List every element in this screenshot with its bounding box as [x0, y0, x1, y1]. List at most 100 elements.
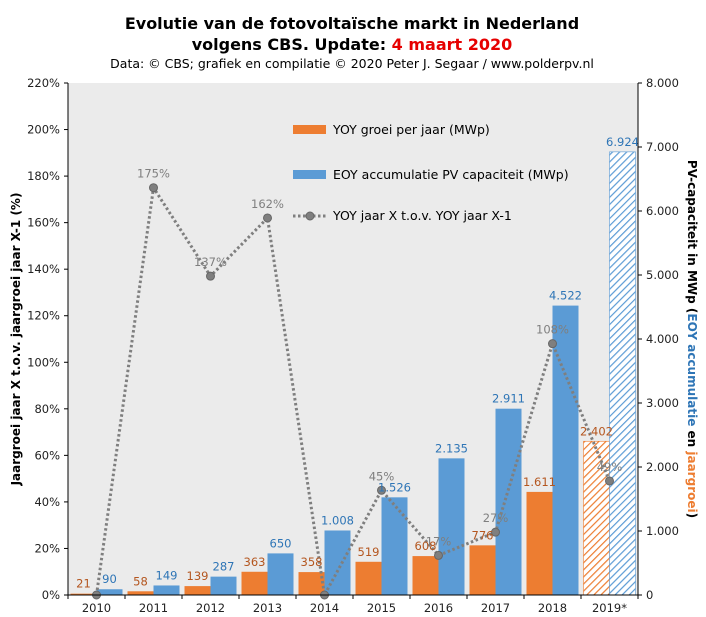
line-layer: 175% 137% 162% 45% 17% 27% 108% 49% [92, 167, 622, 600]
label-eoy-accumulatie-2018: 4.522 [549, 289, 582, 303]
bar-eoy-accumulatie-2015 [381, 497, 408, 595]
point-yoy-ratio-2011 [149, 183, 158, 193]
chart-subtitle: Data: © CBS; grafiek en compilatie © 202… [110, 56, 594, 71]
label-yoy-ratio-2015: 45% [369, 469, 395, 483]
left-tick-label: 100% [27, 355, 60, 369]
label-yoy-groei-2013: 363 [244, 555, 266, 569]
left-tick-label: 120% [27, 309, 60, 323]
right-axis-title: PV-capaciteit in MWp (EOY accumulatie en… [685, 160, 699, 518]
left-tick-label: 20% [34, 541, 60, 555]
bar-eoy-accumulatie-2010 [96, 589, 123, 595]
left-tick-label: 160% [27, 216, 60, 230]
left-tick-label: 140% [27, 262, 60, 276]
label-eoy-accumulatie-2016: 2.135 [435, 441, 468, 455]
bar-yoy-groei-2013 [241, 571, 268, 595]
point-yoy-ratio-2012 [206, 271, 215, 281]
data-labels-layer: 21 90 58 149 139 287 363 650 358 1.008 519 1.526 608… [76, 135, 639, 591]
label-yoy-groei-2015: 519 [358, 545, 380, 559]
chart-title-line1: Evolutie van de fotovoltaïsche markt in … [125, 14, 579, 33]
right-axis-title-end: ) [685, 513, 699, 518]
x-tick-label-2018: 2018 [538, 601, 567, 615]
chart-title-line2-prefix: volgens CBS. Update: [192, 35, 392, 54]
label-eoy-accumulatie-2011: 149 [156, 568, 178, 582]
right-axis-title-part1: PV-capaciteit in MWp ( [685, 160, 699, 313]
bar-yoy-groei-2015 [355, 561, 382, 595]
x-tick-label-2012: 2012 [196, 601, 225, 615]
right-axis-title-en: en [685, 426, 699, 451]
bar-eoy-accumulatie-2019* [609, 151, 636, 596]
bar-eoy-accumulatie-2014 [324, 530, 351, 595]
right-tick-label: 2.000 [646, 460, 679, 474]
legend-line-marker [305, 211, 315, 221]
label-yoy-ratio-2016: 17% [426, 534, 452, 548]
right-tick-label: 4.000 [646, 332, 679, 346]
label-yoy-ratio-2017: 27% [483, 511, 509, 525]
left-tick-label: 0% [42, 588, 60, 602]
right-tick-label: 8.000 [646, 76, 679, 90]
right-tick-label: 1.000 [646, 524, 679, 538]
bar-yoy-groei-2017 [469, 545, 496, 595]
legend-swatch-orange [293, 125, 326, 134]
bar-eoy-accumulatie-2016 [438, 458, 465, 595]
left-tick-label: 200% [27, 123, 60, 137]
point-yoy-ratio-2016 [434, 550, 443, 560]
point-yoy-ratio-2018 [548, 339, 557, 349]
label-yoy-groei-2017: 776 [472, 528, 494, 542]
left-tick-label: 60% [34, 448, 60, 462]
label-eoy-accumulatie-2017: 2.911 [492, 392, 525, 406]
bar-eoy-accumulatie-2013 [267, 553, 294, 595]
label-yoy-ratio-2013: 162% [251, 197, 284, 211]
point-yoy-ratio-2017 [491, 527, 500, 537]
label-eoy-accumulatie-2019*: 6.924 [606, 135, 639, 149]
legend-label-yoy-groei: YOY groei per jaar (MWp) [332, 122, 490, 137]
right-axis-title-jaargroei: jaargroei [685, 450, 699, 512]
label-eoy-accumulatie-2014: 1.008 [321, 513, 354, 527]
label-yoy-ratio-2018: 108% [536, 323, 569, 337]
label-yoy-groei-2010: 21 [76, 577, 91, 591]
label-yoy-groei-2019*: 2.402 [580, 424, 613, 438]
right-tick-label: 6.000 [646, 204, 679, 218]
right-tick-label: 0 [646, 588, 653, 602]
legend-swatch-blue [293, 170, 326, 179]
x-tick-label-2013: 2013 [253, 601, 282, 615]
label-eoy-accumulatie-2010: 90 [102, 572, 117, 586]
label-yoy-groei-2012: 139 [187, 569, 209, 583]
label-eoy-accumulatie-2013: 650 [270, 536, 292, 550]
bar-eoy-accumulatie-2012 [210, 576, 237, 595]
x-tick-label-2014: 2014 [310, 601, 339, 615]
right-tick-label: 5.000 [646, 268, 679, 282]
x-tick-label-2017: 2017 [481, 601, 510, 615]
bar-yoy-groei-2018 [526, 491, 553, 595]
x-tick-label-2019*: 2019* [592, 601, 627, 615]
x-tick-label-2011: 2011 [139, 601, 168, 615]
left-tick-label: 80% [34, 402, 60, 416]
right-tick-label: 7.000 [646, 140, 679, 154]
point-yoy-ratio-2015 [377, 485, 386, 495]
axes-layer: 0% 20% 40% 60% 80% 100% 120% 140% 160% 180% 200% 22… [27, 76, 679, 615]
right-tick-label: 3.000 [646, 396, 679, 410]
point-yoy-ratio-2019* [605, 476, 614, 486]
point-yoy-ratio-2013 [263, 213, 272, 223]
legend-label-eoy-accumulatie: EOY accumulatie PV capaciteit (MWp) [333, 167, 569, 182]
line-yoy-ratio [95, 183, 611, 600]
left-axis-title: Jaargroei jaar X t.o.v. jaargroei jaar X… [9, 193, 23, 487]
bar-yoy-groei-2010 [70, 593, 97, 595]
bar-yoy-groei-2019* [583, 440, 610, 596]
bar-eoy-accumulatie-2018 [552, 305, 579, 595]
label-yoy-ratio-2011: 175% [137, 167, 170, 181]
label-eoy-accumulatie-2015: 1.526 [378, 480, 411, 494]
label-yoy-groei-2011: 58 [133, 574, 148, 588]
legend: YOY groei per jaar (MWp) EOY accumulatie… [293, 122, 569, 223]
x-tick-label-2016: 2016 [424, 601, 453, 615]
label-yoy-groei-2016: 608 [415, 539, 437, 553]
left-tick-label: 180% [27, 169, 60, 183]
chart-title-line2: volgens CBS. Update: 4 maart 2020 [192, 35, 513, 54]
bar-yoy-groei-2014 [298, 572, 325, 595]
label-yoy-groei-2014: 358 [301, 555, 323, 569]
label-yoy-groei-2018: 1.611 [523, 475, 556, 489]
label-eoy-accumulatie-2012: 287 [213, 560, 235, 574]
bar-yoy-groei-2011 [127, 591, 154, 595]
label-yoy-ratio-2012: 137% [194, 255, 227, 269]
bars-layer [70, 151, 636, 596]
